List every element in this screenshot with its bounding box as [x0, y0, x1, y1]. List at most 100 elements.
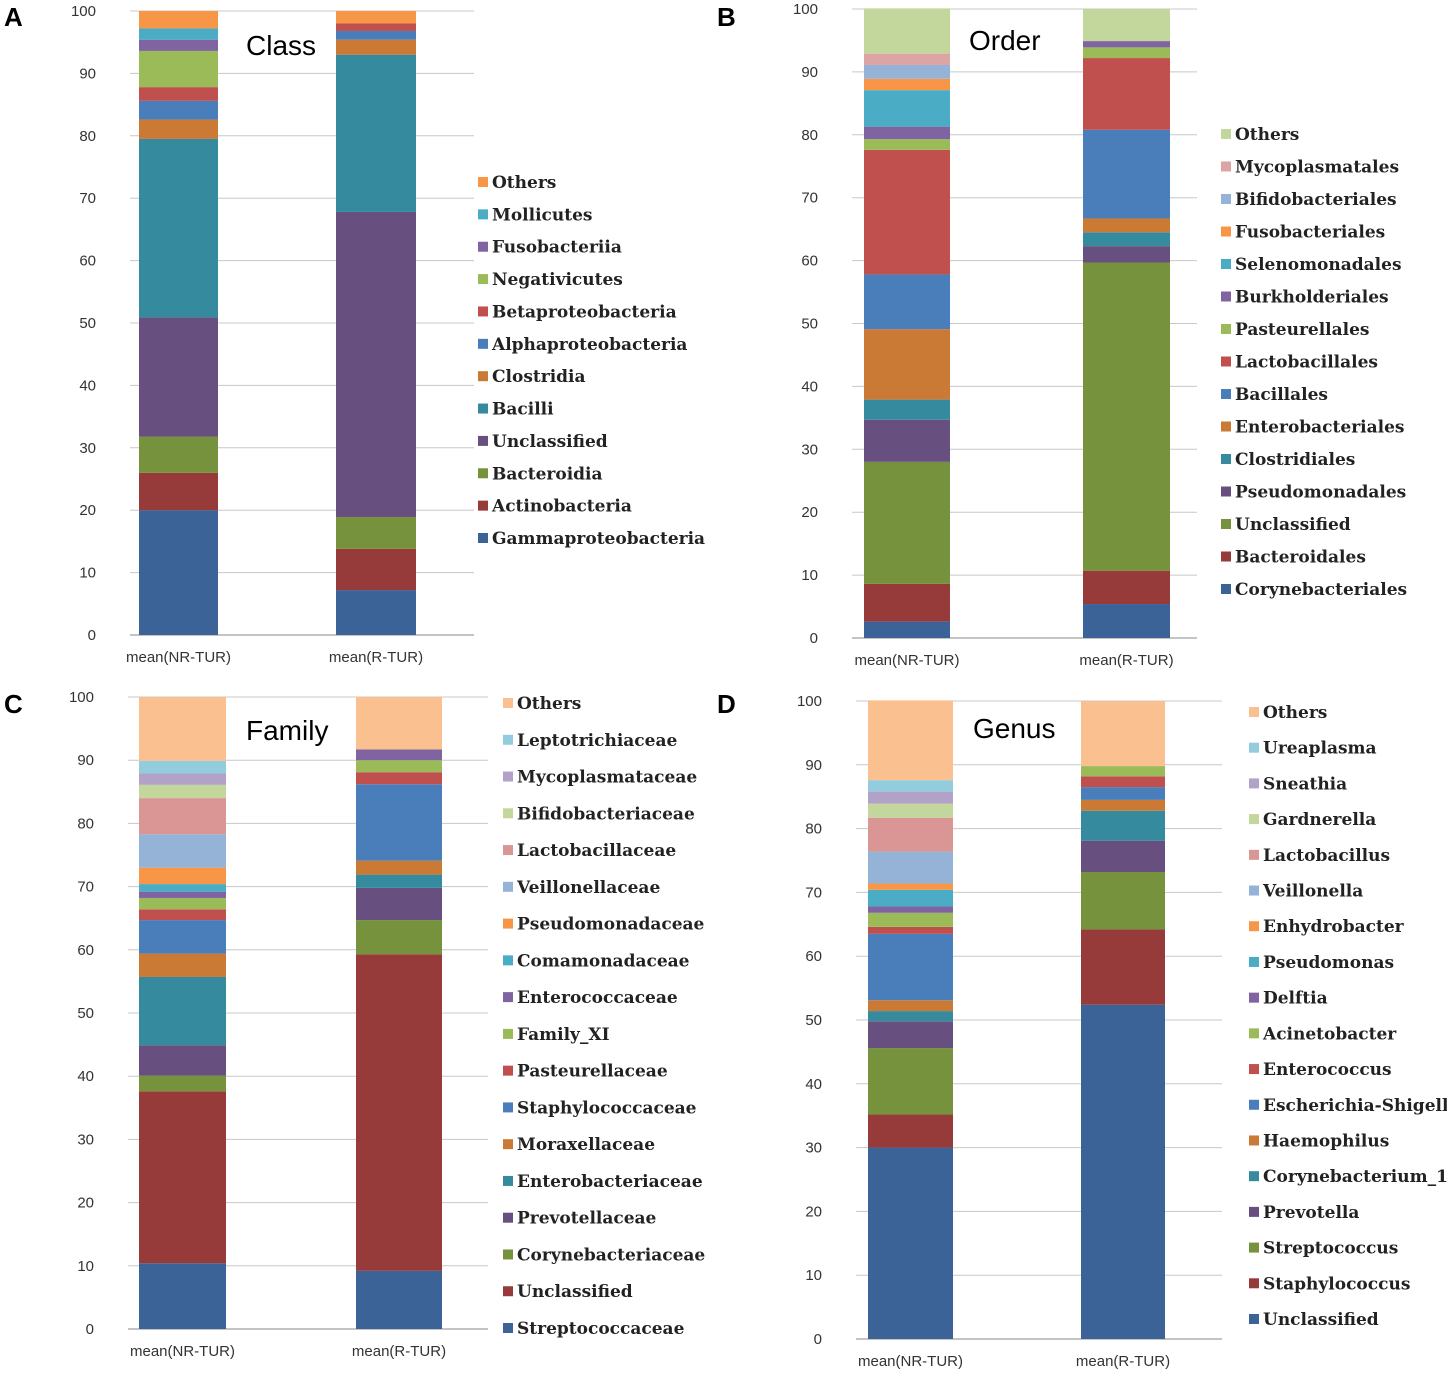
legend-swatch [1221, 454, 1231, 464]
legend-swatch [1249, 849, 1259, 860]
bar-segment-clostridia [336, 39, 416, 55]
bar-segment-streptococcus [1081, 871, 1165, 930]
legend-label: Others [517, 694, 581, 714]
y-tick-label: 80 [77, 815, 94, 832]
y-tick-label: 0 [810, 630, 818, 647]
legend-swatch [503, 1175, 513, 1186]
y-tick-label: 20 [805, 1203, 822, 1220]
bar-segment-pseudomonadales [1083, 246, 1170, 263]
bar-segment-veillonella [868, 851, 953, 884]
panel-d: D 0 10 20 30 40 50 60 70 80 90 100 mean(NR-TUR) mean(… [717, 689, 1447, 1370]
bar-segment-others [1081, 701, 1165, 767]
legend-swatch [1249, 1206, 1259, 1217]
bar-segment-lactobacillaceae [139, 798, 226, 835]
y-tick-label: 60 [77, 942, 94, 959]
legend-swatch [503, 1102, 513, 1113]
legend-label: Pseudomonas [1263, 953, 1394, 973]
bar-segment-enterococcus [868, 926, 953, 934]
legend-label: Enterococcaceae [517, 988, 678, 1008]
bar-segment-enterobacteriales [864, 329, 950, 400]
chart-title: Class [246, 30, 316, 61]
bar-segment-mycoplasmataceae [139, 773, 226, 785]
y-tick-label: 80 [805, 821, 822, 838]
legend-swatch [1249, 1135, 1259, 1146]
bar-segment-bifidobacteriaceae [139, 784, 226, 799]
bar-segment-alphaproteobacteria [139, 100, 218, 120]
legend-label: Moraxellaceae [517, 1135, 655, 1155]
bar-segment-prevotella [868, 1021, 953, 1049]
bar-segment-unclassified [139, 317, 218, 437]
bar-segment-enterobacteriaceae [139, 976, 226, 1046]
legend-label: Unclassified [517, 1282, 633, 1302]
legend-swatch [478, 338, 488, 349]
legend-label: Acinetobacter [1262, 1024, 1397, 1044]
bar-segment-acinetobacter [868, 912, 953, 927]
bar-segment-pseudomonadales [864, 419, 950, 462]
bar-segment-prevotellaceae [139, 1045, 226, 1076]
bar-segment-others [1083, 9, 1170, 42]
bar-segment-pseudomonas [868, 889, 953, 907]
legend-swatch [478, 468, 488, 479]
bar-segment-unclassified [1083, 262, 1170, 571]
chart-title-box [236, 25, 336, 65]
panel-letter: C [4, 689, 23, 719]
chart-title: Order [969, 25, 1041, 56]
y-tick-label: 20 [801, 504, 818, 521]
y-tick-label: 40 [77, 1068, 94, 1085]
y-tick-label: 10 [801, 567, 818, 584]
legend-label: Bacteroidia [492, 464, 603, 484]
legend-label: Selenomonadales [1235, 255, 1402, 275]
legend-swatch [503, 992, 513, 1003]
legend-swatch [1249, 992, 1259, 1003]
legend-swatch [503, 1286, 513, 1297]
y-tick-label: 10 [805, 1267, 822, 1284]
legend-swatch [1249, 921, 1259, 932]
chart-title: Family [246, 715, 328, 746]
y-tick-label: 0 [814, 1331, 822, 1348]
legend-label: Mollicutes [492, 205, 592, 225]
bar-segment-ureaplasma [868, 780, 953, 792]
legend-label: Corynebacteriaceae [517, 1245, 705, 1265]
legend-label: Pasteurellaceae [517, 1062, 668, 1082]
panel-a: A 0 10 20 30 40 50 60 70 80 90 100 mean(NR-TUR) mean(… [4, 2, 705, 666]
y-tick-label: 0 [86, 1321, 94, 1338]
legend-label: Corynebacteriales [1235, 580, 1407, 600]
legend-swatch [478, 306, 488, 317]
legend-label: Enterococcus [1263, 1060, 1392, 1080]
panel-letter: B [717, 2, 736, 32]
legend-swatch [1249, 1314, 1259, 1324]
bar-segment-corynebacteriaceae [139, 1075, 226, 1092]
bar-segment-streptococcus [868, 1048, 953, 1115]
y-tick-label: 80 [801, 127, 818, 144]
y-tick-label: 50 [77, 1005, 94, 1022]
bar-segment-acinetobacter [1081, 766, 1165, 777]
legend-swatch [1221, 259, 1231, 269]
bar-segment-corynebacteriales [864, 621, 950, 638]
legend-swatch [1249, 1099, 1259, 1110]
bar-segment-bacteroidia [336, 517, 416, 549]
bar-segment-corynebacterium-1 [1081, 810, 1165, 841]
legend-swatch [503, 1323, 513, 1333]
bar-segment-others [356, 697, 442, 750]
legend-swatch [1249, 885, 1259, 896]
legend-label: Betaproteobacteria [492, 302, 677, 322]
legend-label: Unclassified [1235, 515, 1351, 535]
bar-segment-lactobacillales [1083, 58, 1170, 130]
legend-label: Enhydrobacter [1263, 917, 1405, 937]
legend-swatch [1221, 389, 1231, 399]
panel-letter: D [717, 689, 736, 719]
y-tick-label: 100 [797, 693, 822, 710]
bar-segment-corynebacterium-1 [868, 1011, 953, 1022]
bar-segment-escherichia-shigella [1081, 787, 1165, 800]
legend-swatch [1221, 421, 1231, 432]
legend-swatch [1221, 194, 1231, 204]
bar-segment-bacteroidales [1083, 570, 1170, 605]
y-tick-label: 10 [79, 565, 96, 582]
y-tick-label: 100 [69, 689, 94, 706]
legend-label: Sneathia [1263, 774, 1347, 794]
legend-label: Others [492, 173, 556, 193]
y-tick-label: 50 [79, 315, 96, 332]
legend-swatch [503, 1212, 513, 1223]
bar-segment-bacteroidales [864, 583, 950, 622]
